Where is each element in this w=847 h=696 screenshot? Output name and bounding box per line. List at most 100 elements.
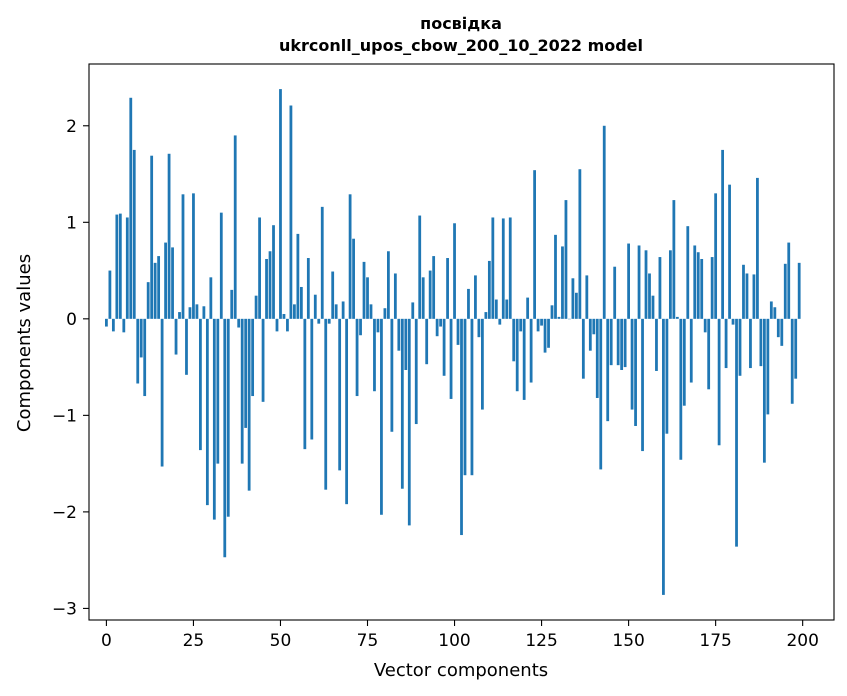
bar-8 (132, 149, 136, 319)
bar-86 (404, 318, 408, 370)
bar-31 (212, 318, 216, 520)
bar-131 (561, 246, 564, 319)
bar-100 (453, 223, 456, 319)
bar-90 (418, 215, 422, 319)
bar-146 (613, 266, 617, 319)
bar-189 (762, 318, 766, 463)
bar-183 (742, 264, 745, 319)
bar-196 (787, 242, 791, 319)
bar-58 (306, 258, 310, 319)
bar-118 (515, 318, 519, 392)
bar-75 (366, 277, 369, 319)
x-tick-label: 150 (612, 631, 644, 651)
bar-60 (313, 294, 317, 319)
y-axis: −3 −2 −1 0 1 2 (52, 117, 89, 619)
bar-159 (658, 257, 662, 319)
bar-36 (230, 289, 234, 319)
bar-125 (540, 318, 543, 326)
bar-23 (185, 318, 188, 375)
bar-77 (373, 318, 376, 392)
bar-152 (634, 318, 637, 426)
bar-148 (620, 318, 624, 370)
bar-91 (421, 277, 425, 319)
bar-17 (164, 242, 167, 319)
bar-38 (237, 318, 241, 328)
bar-51 (282, 314, 286, 319)
bar-128 (550, 305, 554, 319)
bar-158 (655, 318, 658, 371)
bar-81 (387, 251, 390, 319)
bar-168 (689, 318, 693, 383)
bar-113 (498, 318, 502, 325)
bar-47 (268, 251, 272, 319)
bar-20 (174, 318, 178, 355)
bar-197 (790, 318, 794, 404)
bar-117 (512, 318, 516, 362)
bar-162 (668, 250, 672, 319)
bar-115 (505, 299, 509, 319)
bar-141 (595, 318, 599, 398)
y-axis-label: Components values (14, 254, 35, 432)
bar-73 (359, 318, 362, 336)
bar-35 (226, 318, 230, 517)
bar-177 (721, 149, 724, 319)
bar-3 (115, 214, 119, 319)
x-tick-label: 125 (525, 631, 557, 651)
bar-72 (355, 318, 359, 397)
bar-55 (296, 233, 300, 319)
y-tick-label: −2 (52, 503, 77, 523)
bar-65 (331, 271, 335, 319)
bar-32 (216, 318, 220, 464)
bar-95 (435, 318, 439, 337)
x-tick-label: 175 (699, 631, 731, 651)
bar-61 (317, 318, 321, 324)
bar-198 (794, 318, 798, 379)
bar-16 (160, 318, 164, 467)
bar-1 (108, 270, 112, 319)
bar-151 (630, 318, 634, 410)
x-tick-label: 25 (183, 631, 205, 651)
bar-62 (320, 206, 324, 319)
bar-157 (651, 295, 655, 319)
x-tick-label: 200 (786, 631, 818, 651)
bar-129 (554, 234, 557, 319)
bar-78 (376, 318, 380, 333)
bar-102 (460, 318, 463, 536)
chart-title-line1: посвідка (420, 14, 502, 33)
bar-56 (299, 286, 303, 319)
bar-170 (696, 252, 700, 319)
bar-164 (675, 316, 679, 319)
bar-28 (202, 306, 206, 319)
bar-93 (428, 270, 432, 319)
bar-82 (390, 318, 394, 432)
bar-135 (574, 292, 578, 319)
bar-19 (171, 247, 174, 319)
bar-147 (616, 318, 620, 366)
x-axis: 0 25 50 75 100 125 150 175 200 (101, 620, 819, 651)
bar-193 (776, 318, 780, 338)
bar-144 (606, 318, 610, 422)
bar-45 (261, 318, 265, 402)
bar-57 (303, 318, 307, 450)
bar-97 (442, 318, 446, 376)
bar-108 (481, 318, 484, 410)
bar-190 (766, 318, 770, 415)
bar-172 (703, 318, 707, 333)
bar-110 (487, 260, 491, 319)
bar-48 (272, 225, 275, 319)
bar-188 (759, 318, 763, 367)
bar-59 (310, 318, 314, 440)
bar-87 (407, 318, 411, 526)
y-tick-label: 2 (66, 117, 77, 137)
bar-137 (581, 318, 585, 379)
bar-191 (769, 301, 773, 319)
y-tick-label: −3 (52, 599, 77, 619)
bar-37 (233, 135, 237, 319)
bar-96 (439, 318, 443, 327)
bar-180 (731, 318, 735, 325)
bar-171 (700, 258, 704, 319)
x-axis-label: Vector components (374, 660, 548, 681)
bar-92 (425, 318, 429, 365)
bar-40 (244, 318, 248, 428)
